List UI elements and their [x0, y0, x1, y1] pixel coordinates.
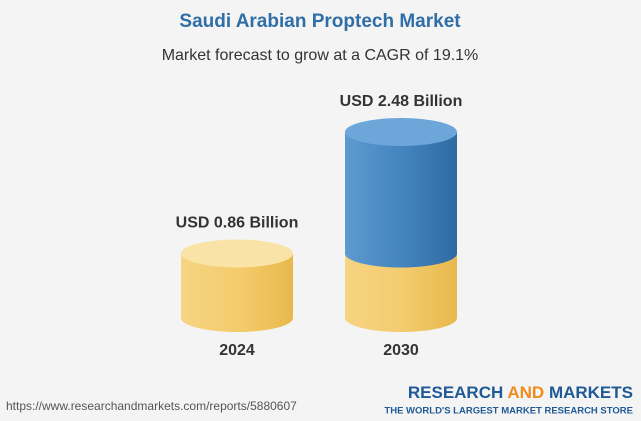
chart-subtitle: Market forecast to grow at a CAGR of 19.… [162, 47, 479, 64]
source-url: https://www.researchandmarkets.com/repor… [6, 399, 297, 413]
cylinder-body [345, 132, 457, 254]
logo-part: RESEARCH [408, 383, 503, 402]
value-label: USD 0.86 Billion [176, 215, 299, 232]
logo: RESEARCH AND MARKETS [408, 383, 633, 402]
logo-part: MARKETS [549, 383, 633, 402]
chart-title: Saudi Arabian Proptech Market [179, 11, 461, 32]
logo-tagline: THE WORLD'S LARGEST MARKET RESEARCH STOR… [384, 406, 633, 417]
logo-part: AND [507, 383, 544, 402]
x-tick-label: 2024 [219, 342, 255, 359]
x-tick-label: 2030 [383, 342, 419, 359]
cylinder-top [181, 239, 293, 268]
value-label: USD 2.48 Billion [340, 93, 463, 110]
cylinder-top [345, 118, 457, 146]
